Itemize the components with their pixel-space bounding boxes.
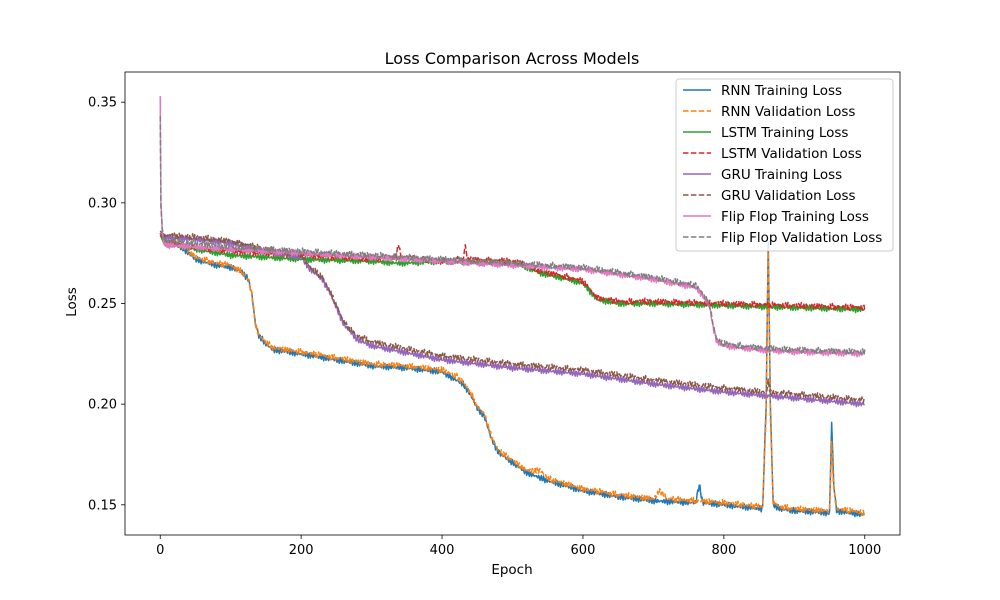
series-layer bbox=[159, 96, 866, 518]
x-tick-label: 800 bbox=[711, 543, 736, 558]
series-line-0 bbox=[159, 232, 865, 518]
chart-title: Loss Comparison Across Models bbox=[385, 49, 640, 68]
legend-box bbox=[675, 78, 894, 252]
y-tick-label: 0.35 bbox=[88, 96, 117, 111]
legend-label: GRU Training Loss bbox=[721, 167, 842, 183]
x-tick-label: 200 bbox=[289, 543, 314, 558]
legend-label: Flip Flop Training Loss bbox=[721, 209, 869, 225]
series-line-4 bbox=[159, 232, 865, 408]
axes-layer: 0 200 400 600 800 1000 0.15 0.20 0.25 0.30 0.35 bbox=[88, 71, 901, 558]
x-tick-label: 0 bbox=[156, 543, 164, 558]
x-tick-label: 600 bbox=[571, 543, 596, 558]
legend-label: LSTM Training Loss bbox=[721, 125, 848, 141]
y-tick-label: 0.25 bbox=[88, 297, 117, 312]
x-axis-label: Epoch bbox=[491, 562, 532, 578]
y-tick-label: 0.30 bbox=[88, 196, 117, 211]
legend-label: RNN Validation Loss bbox=[721, 104, 855, 120]
legend: RNN Training Loss RNN Validation Loss LSTM… bbox=[675, 78, 894, 252]
x-tick-label: 1000 bbox=[848, 543, 881, 558]
legend-label: LSTM Validation Loss bbox=[721, 146, 862, 162]
legend-label: RNN Training Loss bbox=[721, 83, 842, 99]
series-line-7 bbox=[159, 116, 866, 356]
legend-label: Flip Flop Validation Loss bbox=[721, 230, 882, 246]
legend-label: GRU Validation Loss bbox=[721, 188, 856, 204]
y-axis-label: Loss bbox=[64, 287, 80, 317]
y-tick-label: 0.20 bbox=[88, 398, 117, 413]
x-tick-label: 400 bbox=[430, 543, 455, 558]
series-line-1 bbox=[159, 232, 866, 517]
y-tick-label: 0.15 bbox=[88, 498, 117, 513]
